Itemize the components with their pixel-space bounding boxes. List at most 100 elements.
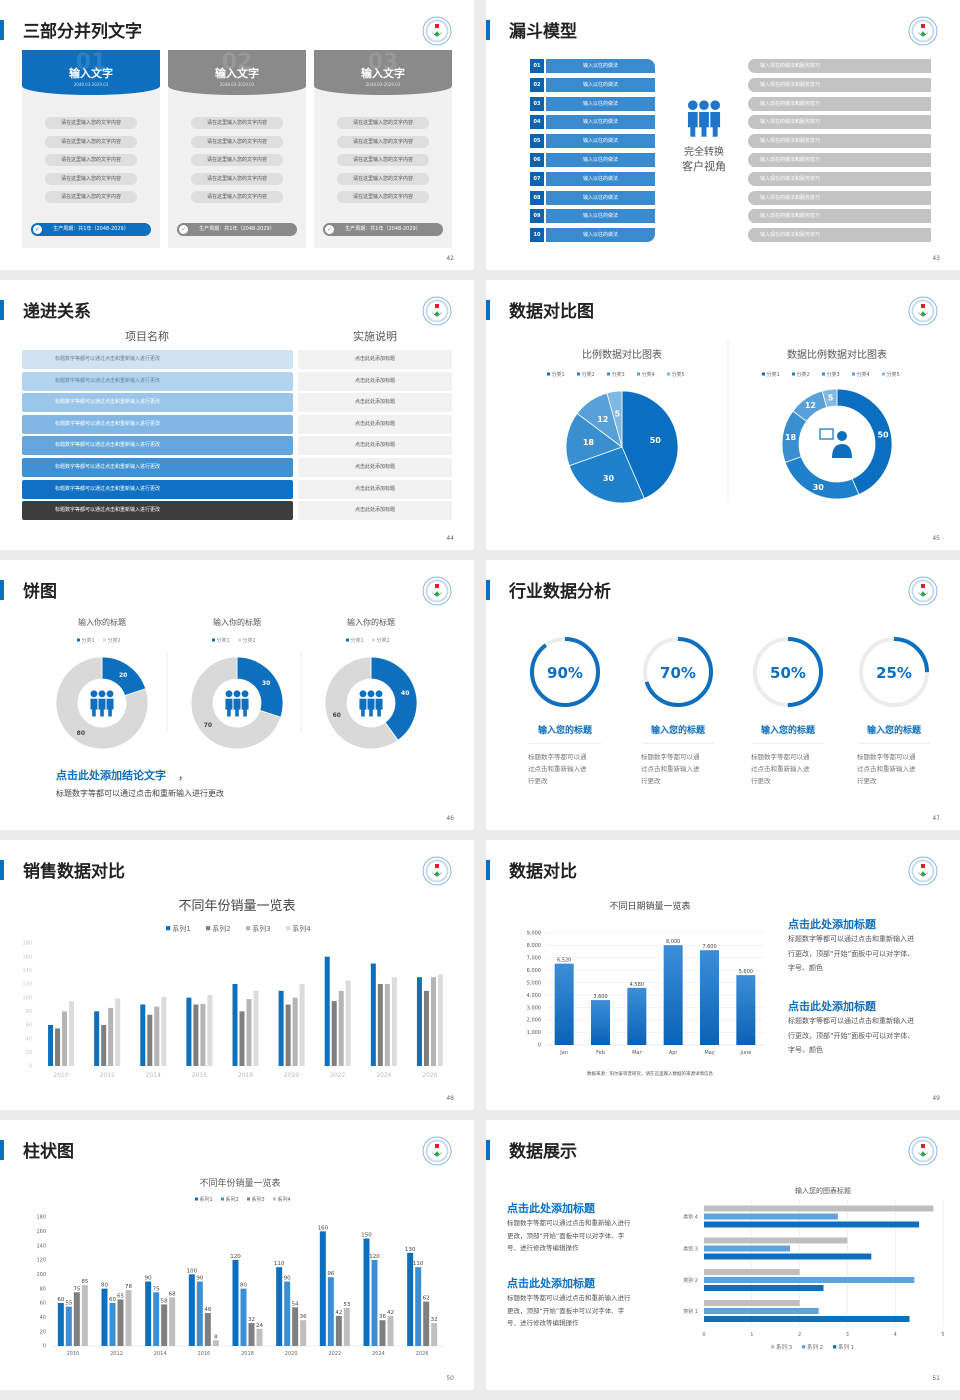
card-item: 请在这里输入您的文字内容 — [191, 135, 283, 148]
pie-slice — [621, 390, 679, 499]
person-head — [98, 690, 106, 698]
person-body — [224, 698, 234, 718]
bar — [115, 998, 121, 1066]
logo-emblem — [908, 856, 938, 886]
step-number: 10 — [530, 228, 544, 243]
bar — [299, 984, 305, 1066]
logo-cross — [435, 1144, 439, 1148]
person-body — [232, 698, 242, 718]
bar — [48, 1025, 54, 1066]
data-label: 8,000 — [666, 939, 680, 945]
logo-inner-ring — [911, 1139, 935, 1163]
legend-swatch — [103, 638, 106, 642]
chart-title: 输入你的标题 — [213, 617, 261, 627]
bar — [161, 1304, 168, 1346]
chart-title: 比例数据对比图表 — [582, 348, 662, 361]
pie-slice — [55, 656, 149, 750]
logo-emblem — [908, 296, 938, 326]
block-body-line: 行更改，顶部“开始”面板中可以对字体、 — [788, 949, 915, 958]
bar — [65, 1306, 72, 1346]
card-number: 02 — [221, 50, 253, 75]
slide-44: 递进关系 44 项目名称 实施说明 标题数字等都可以通过点击和重新输入进行更改 点击此处添… — [0, 280, 474, 550]
logo-emblem — [422, 1136, 452, 1166]
title-accent-bar — [0, 1140, 4, 1160]
block-body-line: 标题数字等都可以通过点击和重新输入进 — [788, 935, 914, 943]
step-number: 03 — [530, 96, 544, 111]
step-description: 点击此处添加标题 — [298, 458, 452, 477]
slide-51: 数据展示 51 输入您的图表标题 0 1 2 3 4 5 类别 1 类别 2 类别 3 类别 4 系列 3… — [486, 1120, 960, 1390]
before-item: 输入以往的做法 — [546, 96, 655, 111]
person-head — [225, 690, 233, 698]
item-divider — [858, 743, 930, 744]
item-heading: 输入您的标题 — [650, 726, 705, 736]
legend-label: 系列1 — [200, 1196, 213, 1203]
slide-title: 柱状图 — [23, 1142, 74, 1162]
data-label: 68 — [169, 1291, 176, 1297]
legend-label: 系列3 — [252, 924, 270, 933]
bar — [370, 963, 376, 1066]
legend-label: 分类3 — [612, 371, 625, 378]
person-body — [240, 698, 250, 718]
y-tick-label: 类别 3 — [683, 1246, 698, 1253]
title-accent-bar — [486, 580, 490, 600]
data-label: 80 — [240, 1283, 247, 1289]
y-tick-label: 0 — [29, 1064, 32, 1070]
step-number: 02 — [530, 77, 544, 92]
data-label: 58 — [161, 1298, 168, 1304]
bar — [256, 1328, 263, 1346]
progress-percent: 25% — [876, 664, 912, 682]
y-tick-label: 40 — [26, 1036, 32, 1042]
bar — [239, 1011, 245, 1066]
slide-42: 三部分并列文字 42 01 输入文字 2048.03-2029.03 请在这里输入您的文字… — [0, 0, 474, 270]
slide-graphics: 不同日期销量一览表 0 1,000 2,000 3,000 4,000 5,000 6,000… — [527, 900, 764, 1077]
data-label: 30 — [262, 680, 270, 687]
step-number: 08 — [530, 190, 544, 205]
y-tick-label: 160 — [36, 1229, 46, 1235]
people-icon — [687, 100, 721, 138]
slide-title: 行业数据分析 — [509, 582, 611, 602]
bar — [232, 1260, 239, 1346]
person-head — [106, 690, 114, 698]
progress-step: 标题数字等都可以通过点击和重新输入进行更改 — [22, 436, 293, 456]
data-label: 7,600 — [702, 944, 716, 950]
bar — [161, 996, 167, 1066]
legend-label: 系列2 — [226, 1196, 239, 1203]
person-head — [241, 690, 249, 698]
data-label: 32 — [248, 1317, 255, 1323]
data-label: 70 — [204, 722, 212, 729]
card-title: 输入文字 — [215, 67, 259, 80]
before-item: 输入以往的做法 — [546, 77, 655, 92]
block-heading: 点击此处添加标题 — [507, 1277, 595, 1290]
progress-step: 标题数字等都可以通过点击和重新输入进行更改 — [22, 501, 293, 521]
person-body — [709, 111, 721, 138]
chat-bubble-icon — [819, 428, 834, 440]
card-footer-text: 生产周期：共1年（2048-2029） — [53, 226, 129, 232]
logo-cross — [921, 864, 925, 868]
data-label: 20 — [119, 672, 127, 679]
progress-percent: 90% — [547, 664, 583, 682]
legend-swatch — [206, 926, 211, 931]
before-item: 输入以往的做法 — [546, 171, 655, 186]
person-body — [105, 698, 115, 718]
progress-ring-fill — [643, 637, 713, 707]
data-label: 130 — [405, 1247, 416, 1253]
block-body-line: 行更改，顶部“开始”面板中可以对字体、 — [788, 1031, 915, 1040]
y-tick-label: 20 — [40, 1329, 46, 1335]
item-heading: 输入您的标题 — [537, 726, 592, 736]
bar — [327, 1277, 334, 1346]
legend-swatch — [195, 1197, 198, 1201]
x-tick-label: 1 — [750, 1332, 753, 1338]
chart-title: 不同年份销量一览表 — [199, 1177, 280, 1189]
card-number: 03 — [367, 50, 399, 75]
x-tick-label: 2026 — [416, 1351, 429, 1357]
bar — [246, 999, 252, 1066]
block-body-line: 号、进行修改等编辑操作 — [507, 1319, 579, 1328]
before-item: 输入以往的做法 — [546, 190, 655, 205]
logo-leaf — [917, 1150, 929, 1156]
column-header-desc: 实施说明 — [353, 330, 397, 343]
bar — [292, 997, 298, 1066]
pie-slice — [606, 390, 623, 448]
slide-title: 数据对比图 — [509, 302, 594, 322]
slide-49: 数据对比 49 不同日期销量一览表 0 1,000 2,000 3,000 4,000 5,00… — [486, 840, 960, 1110]
